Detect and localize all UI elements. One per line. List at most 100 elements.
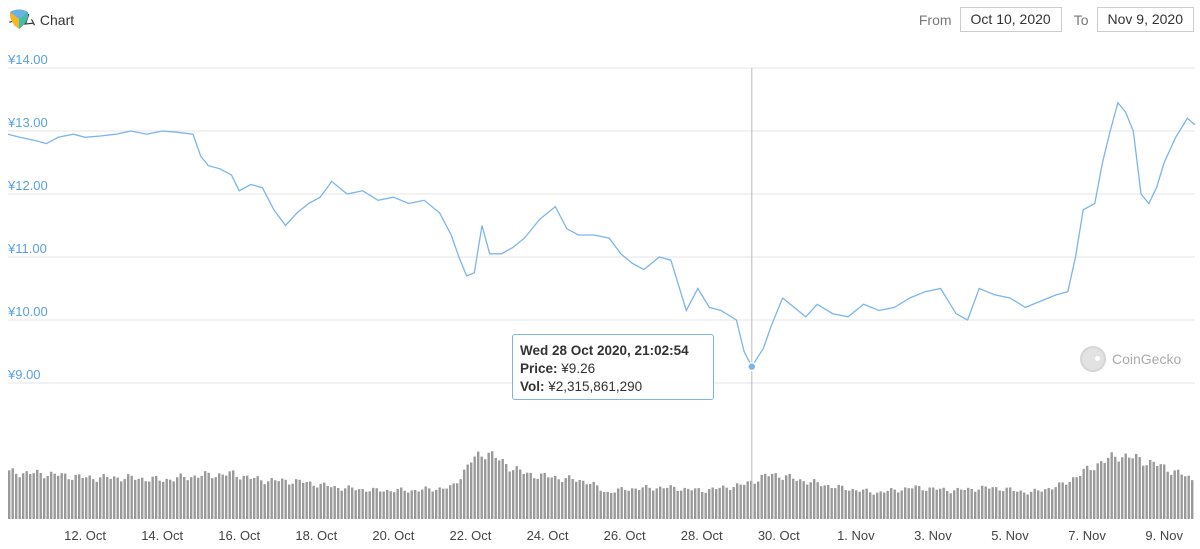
x-tick-label: 12. Oct [64, 528, 106, 543]
volume-bar [589, 484, 592, 519]
volume-bar [431, 491, 434, 519]
volume-bar [1005, 487, 1008, 519]
volume-bar [984, 486, 987, 519]
volume-bar [634, 488, 637, 519]
volume-bar [739, 484, 742, 519]
volume-bar [624, 490, 627, 519]
volume-bar [659, 486, 662, 519]
volume-bar [830, 488, 833, 519]
volume-bar [900, 490, 903, 519]
volume-bar [113, 476, 116, 519]
volume-bar [270, 478, 273, 519]
volume-bar [816, 482, 819, 519]
volume-bar [767, 476, 770, 519]
volume-bar [578, 479, 581, 519]
volume-bar [1166, 471, 1169, 519]
volume-bar [1180, 474, 1183, 519]
volume-bar [1040, 491, 1043, 519]
volume-bar [204, 471, 207, 519]
volume-bar [414, 490, 417, 519]
volume-bar [841, 485, 844, 519]
volume-bar [1110, 452, 1113, 519]
volume-bar [1068, 481, 1071, 519]
volume-bar [74, 474, 77, 519]
volume-bar [200, 475, 203, 519]
volume-bar [351, 487, 354, 519]
volume-bar [680, 490, 683, 519]
volume-bar [8, 470, 11, 519]
volume-bar [704, 492, 707, 519]
volume-bar [981, 485, 984, 519]
x-tick-label: 5. Nov [991, 528, 1029, 543]
volume-bar [211, 478, 214, 519]
volume-bar [1058, 482, 1061, 519]
volume-bar [669, 485, 672, 519]
tooltip-date: Wed 28 Oct 2020, 21:02:54 [520, 343, 689, 358]
volume-bar [281, 478, 284, 519]
volume-bar [1121, 457, 1124, 519]
volume-bar [760, 474, 763, 519]
volume-bar [81, 477, 84, 519]
x-tick-label: 3. Nov [914, 528, 952, 543]
volume-bar [1163, 464, 1166, 519]
volume-bar [872, 494, 875, 519]
volume-bar [827, 484, 830, 519]
volume-bar [974, 491, 977, 519]
volume-bar [449, 485, 452, 519]
volume-bar [386, 489, 389, 519]
volume-bar [1107, 457, 1110, 519]
volume-bar [1037, 490, 1040, 519]
volume-bar [137, 478, 140, 519]
volume-bar [1145, 465, 1148, 519]
volume-bar [911, 488, 914, 519]
volume-bar [442, 488, 445, 519]
volume-bar [1177, 469, 1180, 519]
volume-bar [277, 481, 280, 519]
volume-bar [130, 475, 133, 519]
volume-bar [228, 471, 231, 519]
volume-bar [358, 489, 361, 519]
volume-bar [631, 488, 634, 519]
volume-bar [1159, 464, 1162, 519]
volume-bar [1009, 487, 1012, 519]
volume-bar [417, 491, 420, 519]
volume-bar [1054, 487, 1057, 519]
volume-bar [1131, 458, 1134, 519]
volume-bar [925, 490, 928, 519]
volume-bar [253, 477, 256, 519]
volume-bar [302, 482, 305, 519]
chart-header: ネム Chart [8, 8, 74, 32]
to-label: To [1073, 11, 1089, 28]
volume-bar [18, 477, 21, 519]
volume-bar [844, 490, 847, 519]
x-tick-label: 20. Oct [372, 528, 414, 543]
volume-bar [956, 487, 959, 519]
volume-bar [1044, 489, 1047, 519]
volume-bar [865, 488, 868, 519]
from-date-input[interactable]: Oct 10, 2020 [959, 7, 1062, 32]
volume-bar [638, 489, 641, 519]
volume-bar [928, 487, 931, 519]
volume-bar [477, 451, 480, 519]
to-date-input[interactable]: Nov 9, 2020 [1096, 7, 1194, 32]
volume-bar [372, 487, 375, 519]
volume-bar [64, 473, 67, 519]
volume-bar [802, 481, 805, 519]
volume-bar [309, 481, 312, 519]
volume-bar [809, 482, 812, 519]
volume-bar [46, 476, 49, 519]
volume-bar [718, 487, 721, 519]
volume-bar [725, 487, 728, 519]
volume-bar [848, 490, 851, 519]
y-tick-label: ¥11.00 [7, 241, 47, 256]
volume-bar [876, 492, 879, 519]
volume-bar [757, 481, 760, 519]
volume-bar [1096, 463, 1099, 519]
price-tooltip: Wed 28 Oct 2020, 21:02:54 Price: ¥9.26 V… [512, 334, 714, 400]
volume-bar [914, 485, 917, 519]
y-tick-label: ¥14.00 [7, 52, 48, 67]
volume-bar [85, 477, 88, 519]
volume-bar [554, 475, 557, 519]
volume-bar [1072, 477, 1075, 519]
